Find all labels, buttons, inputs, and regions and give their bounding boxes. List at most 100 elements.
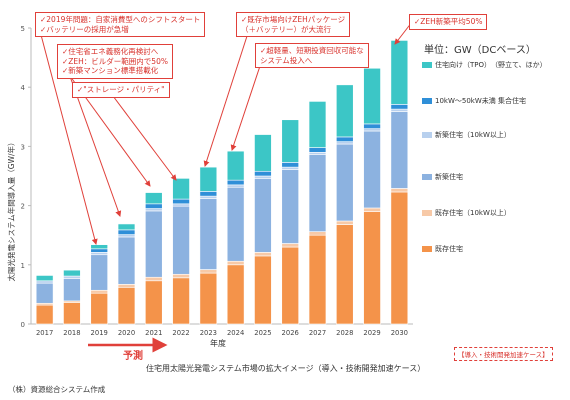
x-tick-label: 2025 [254,329,271,337]
y-tick-label: 0 [21,321,25,329]
bars [35,40,409,325]
bar-segment [172,198,190,205]
bar-segment [390,40,409,105]
bar-segment [117,286,136,325]
bar-segment [308,234,327,325]
callout-2019-line1: ✓2019年問題：自家消費型へのシフトスタート [40,15,201,24]
x-tick-label: 2023 [200,329,217,337]
x-tick-label: 2017 [36,329,53,337]
x-tick-label: 2030 [391,329,408,337]
callout-storage-parity-line1: ✓"ストレージ・パリティ" [77,85,165,94]
bar-segment [145,192,163,205]
callout-zeh-mandate: ✓住宅省エネ義務化再検討へ ✓ZEH：ビルダー範囲内で50% ✓新築マンション標… [57,44,173,79]
bar-segment [90,252,108,256]
legend-label: 新築住宅（10kW以上） [435,131,511,139]
callout-2019-line2: ✓バッテリーの採用が急増 [40,24,129,34]
bar-segment [90,244,108,250]
bar-segment [35,280,54,284]
callout-arrow [203,32,249,167]
bar-segment [254,178,272,253]
bar-segment [363,67,381,125]
bar-segment [199,191,218,197]
y-tick-label: 4 [21,84,26,92]
bar-segment [336,224,354,325]
bar-segment [254,255,272,325]
bar-segment [117,236,136,285]
bar-segment [199,198,218,270]
legend-label: 10kW～50kW未満 集合住宅 [435,97,526,105]
bar-segment [254,175,272,179]
bar-segment [281,243,299,248]
legend-item-apartment: 10kW～50kW未満 集合住宅 [422,96,526,106]
legend-item-new: 新築住宅 [422,172,463,182]
forecast-label: 予測 [123,351,143,362]
callout-lightweight-line2: システム投入へ [260,55,313,65]
bar-segment [336,220,354,225]
bar-segment [390,108,409,112]
legend-swatch [422,132,432,138]
bar-segment [117,234,136,238]
chart-caption: 住宅用太陽光発電システム市場の拡大イメージ（導入・技術開発加速ケース） [146,364,426,373]
callout-arrow [230,59,263,151]
bar-segment [172,273,190,279]
bar-segment [35,275,54,282]
bar-segment [336,136,354,142]
callout-arrow [109,91,177,181]
x-tick-label: 2019 [91,329,108,337]
callout-zeh-package-line1: ✓既存市場向けZEHパッケージ [241,15,346,24]
bar-segment [254,170,272,177]
x-tick-label: 2022 [172,329,189,337]
legend-swatch [422,210,432,216]
bar-segment [363,207,381,212]
y-tick-label: 2 [21,203,25,211]
bar-segment [117,223,136,231]
callout-zeh-package-line2: （＋バッテリー）が大流行 [241,24,331,34]
legend-item-existing-10kw: 既存住宅（10kW以上） [422,208,511,218]
x-tick-label: 2018 [63,329,80,337]
callout-arrow [39,30,98,245]
bar-segment [308,147,327,153]
bar-segment [172,277,190,325]
bar-segment [308,152,327,155]
bar-segment [145,208,163,212]
bar-segment [308,101,327,148]
bar-segment [145,210,163,278]
legend-label: 既存住宅 [435,245,463,253]
bar-segment [90,248,108,253]
callout-lightweight-line1: ✓超軽量、短期投資回収可能な [260,46,364,55]
bar-segment [35,282,54,304]
bar-segment [363,211,381,325]
x-tick-label: 2028 [336,329,353,337]
callout-zeh-mandate-line1: ✓住宅省エネ義務化再検討へ [62,47,159,56]
legend-swatch [422,246,432,252]
bar-segment [363,130,381,209]
bar-segment [281,162,299,168]
legend-label: 住宅向け（TPO） （野立て、ほか） [435,61,547,69]
x-tick-label: 2020 [118,329,135,337]
x-tick-label: 2021 [145,329,162,337]
bar-segment [226,184,245,188]
bar-segment [308,154,327,232]
callout-arrow [61,53,122,217]
callout-zeh-average: ✓ZEH新築平均50% [409,14,488,30]
bar-segment [336,84,354,138]
x-tick-label: 2024 [227,329,244,337]
callout-arrows [39,21,413,245]
bar-segment [199,195,218,199]
bar-segment [308,231,327,236]
source-note: （株）資源総合システム作成 [8,385,106,394]
x-axis-title: 年度 [210,338,226,348]
bar-segment [390,188,409,193]
bar-segment [145,203,163,209]
callout-lightweight: ✓超軽量、短期投資回収可能な システム投入へ [255,43,369,68]
callout-zeh-package: ✓既存市場向けZEHパッケージ （＋バッテリー）が大流行 [236,12,351,37]
legend-swatch [422,62,432,68]
bar-segment [172,203,190,207]
bar-segment [390,111,409,189]
y-tick-label: 3 [21,143,25,151]
bar-segment [145,280,163,325]
bar-segment [117,229,136,235]
bar-segment [63,275,81,279]
bar-segment [63,302,81,325]
bar-segment [336,141,354,145]
